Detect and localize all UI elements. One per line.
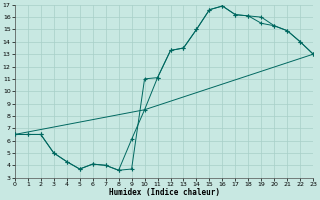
X-axis label: Humidex (Indice chaleur): Humidex (Indice chaleur) <box>108 188 220 197</box>
